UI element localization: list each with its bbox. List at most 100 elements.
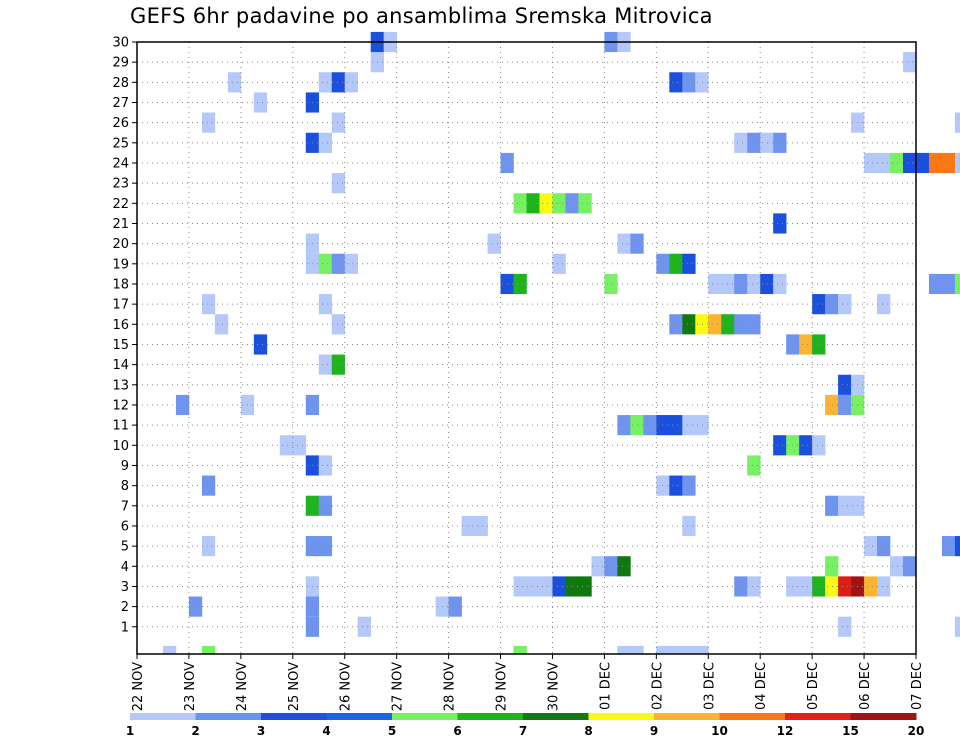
precip-cell — [682, 72, 696, 93]
precip-cell — [954, 536, 960, 557]
frame-layer — [136, 41, 917, 655]
precip-cell — [214, 314, 229, 335]
precip-cell — [747, 455, 761, 476]
chart-title: GEFS 6hr padavine po ansamblima Sremska … — [130, 4, 713, 28]
precip-cell — [941, 152, 956, 174]
y-tick-label: 12 — [112, 398, 129, 413]
y-tick-label: 8 — [121, 479, 129, 494]
precip-cell — [552, 253, 566, 274]
precip-cell — [812, 334, 826, 355]
precip-cell — [318, 253, 333, 274]
precip-cell — [513, 193, 527, 214]
colorbar-swatch — [654, 713, 720, 720]
precip-cell — [318, 495, 333, 516]
precip-cell — [890, 556, 904, 577]
x-tick-label: 05 DEC — [806, 662, 821, 710]
precip-cell — [682, 515, 696, 537]
precip-cell — [838, 394, 852, 416]
colorbar: 1 2 3 4 5 6 7 8 9 10 12 15 20 — [126, 713, 925, 738]
precip-cell — [318, 132, 333, 153]
colorbar-label: 7 — [519, 724, 527, 738]
precip-cell — [825, 556, 839, 577]
precip-cell — [617, 556, 631, 577]
colorbar-label: 1 — [126, 724, 134, 738]
precip-cell — [838, 576, 852, 597]
precip-cell — [695, 645, 709, 654]
y-tick-label: 28 — [112, 76, 129, 91]
precip-cell — [253, 334, 268, 355]
precip-cell — [760, 273, 774, 295]
precip-cell — [591, 556, 605, 577]
precip-cell — [877, 576, 891, 597]
precip-cell — [331, 112, 346, 133]
colorbar-swatch — [130, 713, 196, 720]
precip-cell — [747, 314, 761, 335]
y-tick-label: 10 — [112, 439, 129, 454]
precip-cell — [513, 273, 527, 295]
precip-cell — [526, 193, 540, 214]
x-tick-label: 03 DEC — [702, 662, 717, 710]
precip-cell — [838, 374, 852, 395]
precip-cell — [799, 334, 813, 355]
precip-cell — [539, 576, 553, 597]
precip-cell — [669, 475, 683, 496]
precip-cell — [864, 152, 878, 174]
precip-cell — [838, 495, 852, 516]
colorbar-swatch — [261, 713, 327, 720]
y-tick-label: 22 — [112, 197, 129, 212]
x-tick-label: 25 NOV — [287, 662, 302, 711]
precip-cell — [617, 415, 631, 436]
precip-cell — [734, 314, 748, 335]
precip-cell — [318, 536, 333, 557]
cells-layer — [162, 31, 960, 654]
colorbar-swatch — [195, 713, 262, 720]
precip-cell — [331, 354, 346, 375]
precip-cell — [941, 536, 956, 557]
precip-cell — [656, 645, 670, 654]
precip-cell — [954, 616, 960, 637]
precip-cell — [513, 645, 527, 654]
precip-cell — [552, 193, 566, 214]
precip-cell — [604, 273, 618, 295]
precip-cell — [734, 273, 748, 295]
precip-cell — [864, 576, 878, 597]
precip-cell — [526, 576, 540, 597]
colorbar-label: 12 — [777, 724, 794, 738]
precip-cell — [331, 173, 346, 194]
y-tick-label: 30 — [112, 36, 129, 51]
precip-cell — [734, 576, 748, 597]
colorbar-label: 20 — [908, 724, 925, 738]
x-tick-label: 29 NOV — [495, 662, 510, 711]
x-tick-label: 26 NOV — [339, 662, 354, 711]
precip-cell — [812, 294, 826, 315]
colorbar-label: 9 — [650, 724, 658, 738]
precip-cell — [188, 596, 203, 617]
precip-cell — [708, 314, 722, 335]
y-tick-label: 13 — [112, 378, 129, 393]
precip-cell — [227, 72, 242, 93]
precip-cell — [682, 475, 696, 496]
precip-cell — [941, 273, 956, 295]
y-tick-label: 19 — [112, 257, 129, 272]
precip-cell — [916, 152, 930, 174]
precip-cell — [954, 273, 960, 295]
y-tick-label: 18 — [112, 277, 129, 292]
colorbar-swatch — [326, 713, 393, 720]
y-tick-label: 23 — [112, 177, 129, 192]
precip-cell — [812, 576, 826, 597]
precip-cell — [799, 576, 813, 597]
y-tick-label: 11 — [112, 419, 129, 434]
precip-cell — [954, 152, 960, 174]
precip-cell — [539, 193, 553, 214]
precip-cell — [253, 92, 268, 113]
precip-cell — [279, 435, 294, 456]
y-tick-label: 6 — [121, 519, 129, 534]
y-tick-label: 5 — [121, 540, 129, 555]
precip-cell — [773, 213, 787, 234]
precip-cell — [877, 294, 891, 315]
precip-cell — [552, 576, 566, 597]
precip-cell — [695, 72, 709, 93]
grid-layer — [137, 41, 916, 654]
y-tick-label: 14 — [112, 358, 129, 373]
